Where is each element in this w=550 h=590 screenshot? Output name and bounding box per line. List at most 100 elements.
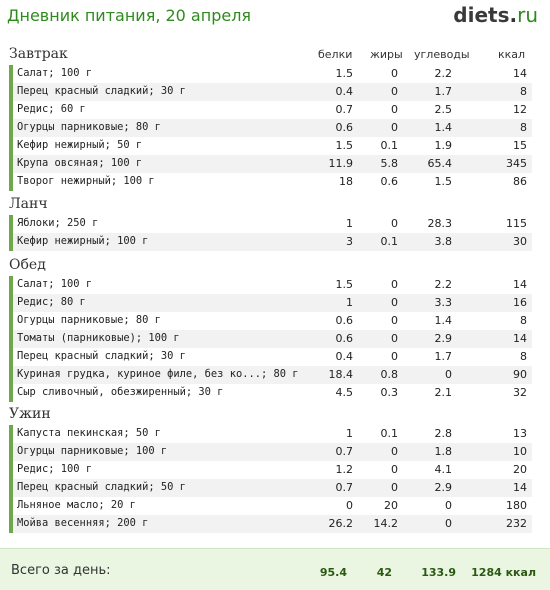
row-marker xyxy=(9,461,13,479)
food-carbs: 1.7 xyxy=(434,350,453,363)
food-name: Капуста пекинская; 50 г xyxy=(17,427,161,439)
row-marker xyxy=(9,515,13,533)
food-fat: 0 xyxy=(391,314,398,327)
food-protein: 18 xyxy=(339,175,353,188)
food-row: Куриная грудка, куриное филе, без ко...;… xyxy=(9,366,532,384)
food-row: Капуста пекинская; 50 г 1 0.1 2.8 13 xyxy=(9,425,532,443)
row-marker xyxy=(9,312,13,330)
food-kcal: 14 xyxy=(513,278,527,291)
food-protein: 0.6 xyxy=(335,314,354,327)
food-kcal: 16 xyxy=(513,296,527,309)
food-name: Редис; 80 г xyxy=(17,296,86,308)
food-row: Кефир нежирный; 100 г 3 0.1 3.8 30 xyxy=(9,233,532,251)
food-carbs: 1.4 xyxy=(434,314,453,327)
total-protein: 95.4 xyxy=(319,566,347,579)
food-row: Огурцы парниковые; 100 г 0.7 0 1.8 10 xyxy=(9,443,532,461)
food-carbs: 0 xyxy=(445,517,452,530)
food-row: Перец красный сладкий; 30 г 0.4 0 1.7 8 xyxy=(9,348,532,366)
food-kcal: 180 xyxy=(506,499,527,512)
row-marker xyxy=(9,348,13,366)
food-fat: 0 xyxy=(391,350,398,363)
food-row: Редис; 60 г 0.7 0 2.5 12 xyxy=(9,101,532,119)
column-header-fat: жиры xyxy=(370,48,403,61)
meal-title: Завтрак xyxy=(9,46,68,62)
food-carbs: 1.9 xyxy=(434,139,453,152)
food-carbs: 3.8 xyxy=(434,235,453,248)
food-row: Сыр сливочный, обезжиренный; 30 г 4.5 0.3 2… xyxy=(9,384,532,402)
daily-total-bar: Всего за день: 95.4 42 133.9 1284 ккал xyxy=(0,548,550,590)
food-kcal: 14 xyxy=(513,481,527,494)
food-kcal: 15 xyxy=(513,139,527,152)
row-marker xyxy=(9,119,13,137)
page-title: Дневник питания, 20 апреля xyxy=(7,6,252,25)
logo-dot: . xyxy=(509,3,518,27)
food-kcal: 345 xyxy=(506,157,527,170)
total-carbs: 133.9 xyxy=(421,566,456,579)
food-row: Салат; 100 г 1.5 0 2.2 14 xyxy=(9,276,532,294)
food-row: Огурцы парниковые; 80 г 0.6 0 1.4 8 xyxy=(9,312,532,330)
row-marker xyxy=(9,384,13,402)
food-carbs: 0 xyxy=(445,499,452,512)
food-carbs: 0 xyxy=(445,368,452,381)
food-name: Куриная грудка, куриное филе, без ко...;… xyxy=(17,368,299,380)
site-logo[interactable]: diets.ru xyxy=(453,3,538,27)
food-row: Мойва весенняя; 200 г 26.2 14.2 0 232 xyxy=(9,515,532,533)
food-row: Редис; 80 г 1 0 3.3 16 xyxy=(9,294,532,312)
food-name: Огурцы парниковые; 80 г xyxy=(17,121,161,133)
food-name: Кефир нежирный; 100 г xyxy=(17,235,149,247)
food-carbs: 1.4 xyxy=(434,121,453,134)
food-kcal: 30 xyxy=(513,235,527,248)
food-protein: 0.7 xyxy=(335,481,354,494)
food-protein: 0.7 xyxy=(335,445,354,458)
food-carbs: 1.7 xyxy=(434,85,453,98)
row-marker xyxy=(9,276,13,294)
food-fat: 0.1 xyxy=(380,139,399,152)
food-name: Кефир нежирный; 50 г xyxy=(17,139,143,151)
food-carbs: 2.1 xyxy=(434,386,453,399)
food-name: Редис; 60 г xyxy=(17,103,86,115)
food-fat: 0.6 xyxy=(380,175,399,188)
food-row: Перец красный сладкий; 50 г 0.7 0 2.9 14 xyxy=(9,479,532,497)
food-fat: 0 xyxy=(391,296,398,309)
food-fat: 0 xyxy=(391,121,398,134)
food-kcal: 14 xyxy=(513,67,527,80)
food-fat: 20 xyxy=(384,499,398,512)
logo-main: diets xyxy=(453,3,510,27)
food-fat: 0.8 xyxy=(380,368,399,381)
food-row: Томаты (парниковые); 100 г 0.6 0 2.9 14 xyxy=(9,330,532,348)
food-name: Перец красный сладкий; 30 г xyxy=(17,350,186,362)
food-fat: 0 xyxy=(391,103,398,116)
food-carbs: 4.1 xyxy=(434,463,453,476)
food-protein: 0.4 xyxy=(335,350,354,363)
food-kcal: 86 xyxy=(513,175,527,188)
row-marker xyxy=(9,425,13,443)
food-carbs: 65.4 xyxy=(427,157,453,170)
food-protein: 1.2 xyxy=(335,463,354,476)
row-marker xyxy=(9,173,13,191)
food-protein: 1.5 xyxy=(335,67,354,80)
food-protein: 1.5 xyxy=(335,278,354,291)
food-kcal: 10 xyxy=(513,445,527,458)
food-kcal: 8 xyxy=(520,350,527,363)
food-carbs: 2.2 xyxy=(434,67,453,80)
food-name: Перец красный сладкий; 30 г xyxy=(17,85,186,97)
row-marker xyxy=(9,101,13,119)
food-fat: 5.8 xyxy=(380,157,399,170)
food-fat: 0 xyxy=(391,445,398,458)
food-fat: 0 xyxy=(391,278,398,291)
food-kcal: 14 xyxy=(513,332,527,345)
food-fat: 0.1 xyxy=(380,235,399,248)
food-row: Крупа овсяная; 100 г 11.9 5.8 65.4 345 xyxy=(9,155,532,173)
food-carbs: 3.3 xyxy=(434,296,453,309)
food-protein: 1 xyxy=(346,217,353,230)
food-kcal: 115 xyxy=(506,217,527,230)
food-kcal: 13 xyxy=(513,427,527,440)
row-marker xyxy=(9,155,13,173)
food-name: Огурцы парниковые; 100 г xyxy=(17,445,168,457)
food-carbs: 2.9 xyxy=(434,332,453,345)
food-protein: 18.4 xyxy=(328,368,354,381)
food-protein: 3 xyxy=(346,235,353,248)
food-kcal: 8 xyxy=(520,121,527,134)
column-header-kcal: ккал xyxy=(498,48,526,61)
row-marker xyxy=(9,233,13,251)
